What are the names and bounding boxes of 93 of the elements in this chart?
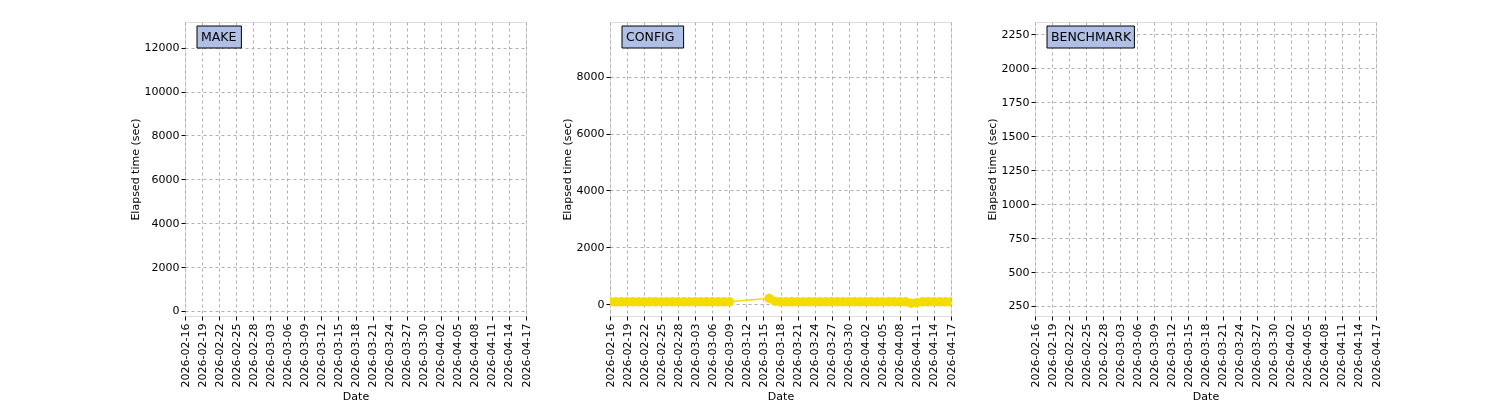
x-tick-label: 2026-03-09 [722,323,736,388]
x-tick-label: 2026-02-16 [1028,323,1042,388]
x-tick-label: 2026-03-03 [1113,323,1127,388]
y-tick-label: 0 [597,297,605,311]
x-tick-label: 2026-02-19 [195,323,209,388]
x-tick-label: 2026-03-06 [280,323,294,388]
text: CONFIG [626,29,675,44]
x-tick-label: 2026-03-27 [825,323,839,388]
x-tick-label: 2026-03-30 [417,323,431,388]
y-tick-label: 4000 [151,216,180,230]
text: MAKE [201,29,237,44]
x-tick-label: 2026-03-03 [688,323,702,388]
x-tick-label: 2026-03-06 [1130,323,1144,388]
x-tick-label: 2026-03-15 [756,323,770,388]
y-axis-title: Elapsed time (sec) [128,118,142,221]
x-tick-label: 2026-03-30 [1267,323,1281,388]
x-tick-label: 2026-04-08 [1318,323,1332,388]
y-tick-label: 250 [1008,299,1030,313]
y-tick-label: 2000 [151,260,180,274]
x-tick-label: 2026-03-15 [331,323,345,388]
x-axis-title: Date [342,390,370,404]
x-tick-label: 2026-03-24 [808,323,822,388]
x-tick-label: 2026-03-03 [263,323,277,388]
x-tick-label: 2026-02-25 [1079,323,1093,388]
x-tick-label: 2026-04-17 [944,323,958,388]
y-tick-label: 1000 [1001,197,1030,211]
x-axis-title: Date [767,390,795,404]
x-tick-label: 2026-04-08 [468,323,482,388]
x-tick-label: 2026-03-18 [1199,323,1212,388]
x-tick-label: 2026-03-21 [791,323,805,388]
y-tick-label: 0 [172,304,180,318]
x-tick-label: 2026-03-27 [1250,323,1264,388]
x-tick-label: 2026-02-22 [212,323,226,388]
x-tick-label: 2026-04-11 [485,323,499,388]
x-tick-label: 2026-03-24 [383,323,397,388]
x-tick-label: 2026-02-16 [178,323,192,388]
x-tick-label: 2026-03-27 [400,323,414,388]
x-tick-label: 2026-02-28 [671,323,685,388]
y-tick-label: 1750 [1001,95,1030,109]
x-tick-label: 2026-04-14 [1352,323,1366,388]
y-axis-title: Elapsed time (sec) [985,118,999,221]
x-tick-label: 2026-02-25 [229,323,243,388]
x-tick-label: 2026-04-05 [451,323,465,388]
x-tick-label: 2026-03-24 [1233,323,1247,388]
y-tick-label: 1500 [1001,129,1030,143]
x-tick-label: 2026-04-14 [502,323,516,388]
y-tick-label: 2000 [1001,61,1030,75]
y-tick-label: 10000 [144,85,180,99]
text: BENCHMARK [1051,29,1132,44]
x-tick-label: 2026-04-08 [893,323,907,388]
x-tick-label: 2026-03-15 [1181,323,1195,388]
x-tick-label: 2026-04-11 [910,323,924,388]
x-tick-label: 2026-03-18 [774,323,787,388]
x-tick-label: 2026-02-19 [1045,323,1059,388]
y-tick-label: 6000 [576,127,605,141]
x-tick-label: 2026-03-12 [739,323,753,388]
y-tick-label: 4000 [576,183,605,197]
x-tick-label: 2026-03-21 [366,323,380,388]
y-tick-label: 1250 [1001,163,1030,177]
y-tick-label: 2000 [576,240,605,254]
x-tick-label: 2026-04-11 [1335,323,1349,388]
x-tick-label: 2026-02-22 [637,323,651,388]
y-axis-title: Elapsed time (sec) [560,118,574,221]
x-axis-title: Date [1192,390,1220,404]
x-tick-label: 2026-04-02 [1284,323,1298,388]
x-tick-label: 2026-04-05 [876,323,890,388]
x-tick-label: 2026-02-19 [620,323,634,388]
x-tick-label: 2026-02-22 [1062,323,1076,388]
x-tick-label: 2026-04-05 [1301,323,1315,388]
x-tick-label: 2026-02-28 [1096,323,1110,388]
y-tick-label: 8000 [151,128,180,142]
y-tick-label: 8000 [576,70,605,84]
y-tick-label: 6000 [151,172,180,186]
x-tick-label: 2026-04-17 [1369,323,1383,388]
x-tick-label: 2026-03-18 [349,323,362,388]
x-tick-label: 2026-04-02 [434,323,448,388]
x-tick-label: 2026-03-21 [1216,323,1230,388]
x-tick-label: 2026-03-06 [705,323,719,388]
x-tick-label: 2026-04-14 [927,323,941,388]
y-tick-label: 2250 [1001,27,1030,41]
x-tick-label: 2026-04-17 [519,323,533,388]
x-tick-label: 2026-02-16 [603,323,617,388]
y-tick-label: 750 [1008,231,1030,245]
y-tick-label: 12000 [144,41,180,55]
x-tick-label: 2026-03-12 [314,323,328,388]
x-tick-label: 2026-03-09 [297,323,311,388]
x-tick-label: 2026-02-28 [246,323,260,388]
x-tick-label: 2026-02-25 [654,323,668,388]
y-tick-label: 500 [1008,265,1030,279]
x-tick-label: 2026-03-12 [1164,323,1178,388]
x-tick-label: 2026-03-30 [842,323,856,388]
x-tick-label: 2026-04-02 [859,323,873,388]
x-tick-label: 2026-03-09 [1147,323,1161,388]
